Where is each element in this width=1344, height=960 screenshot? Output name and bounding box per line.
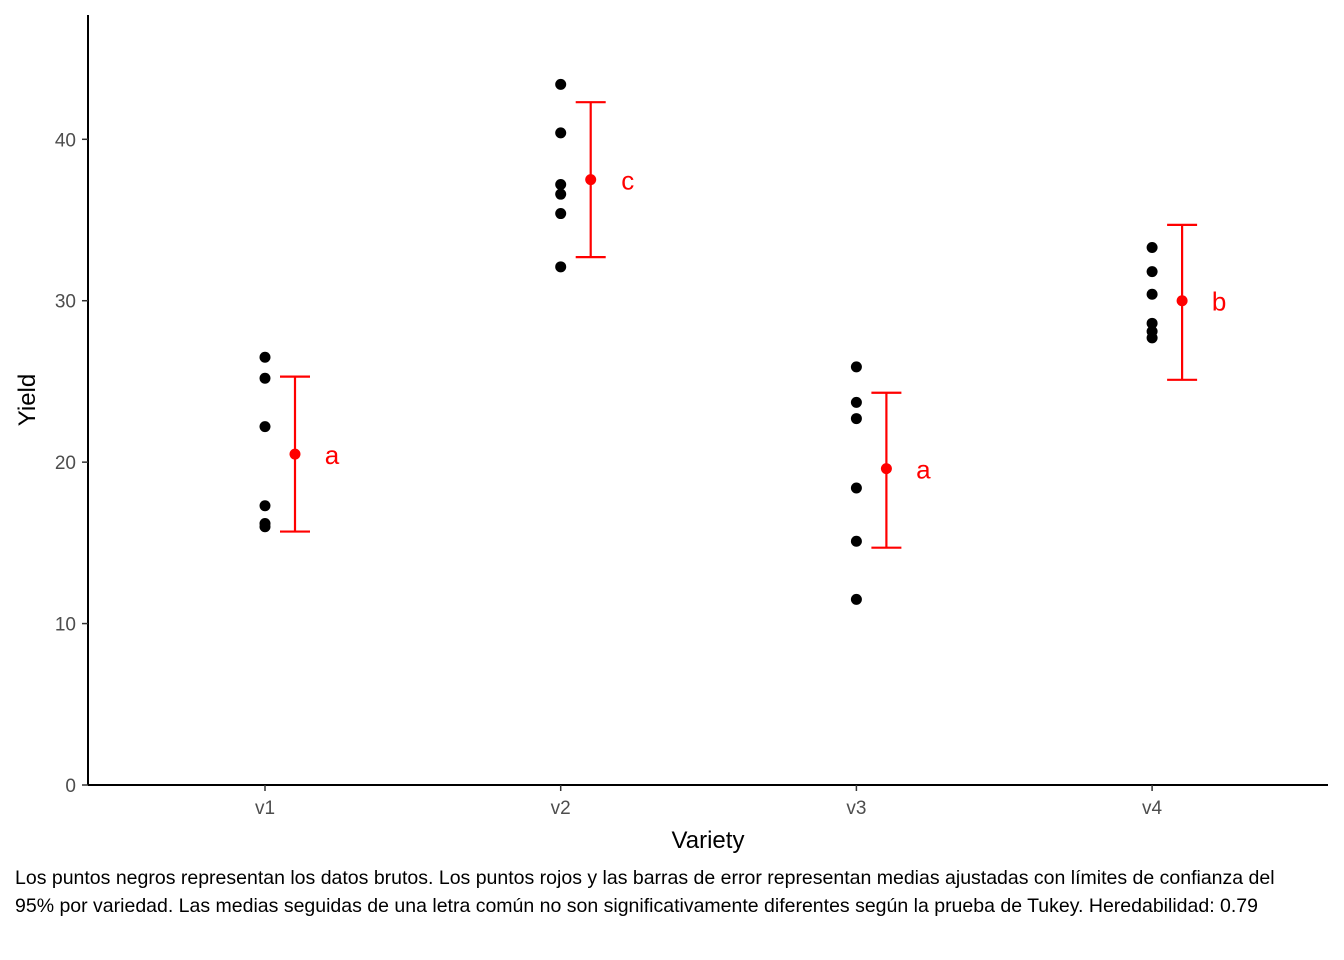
y-tick-label: 20 xyxy=(55,453,76,474)
x-tick-label: v3 xyxy=(846,798,866,819)
raw-data-point xyxy=(850,535,862,547)
raw-data-point xyxy=(555,127,567,139)
adjusted-mean-point xyxy=(289,448,301,460)
tukey-letter: a xyxy=(325,440,340,470)
raw-data-point xyxy=(555,261,567,273)
adjusted-mean-point xyxy=(1176,295,1188,307)
adjusted-mean-point xyxy=(585,174,597,186)
raw-data-point xyxy=(555,178,567,190)
raw-data-point xyxy=(1146,317,1158,329)
raw-data-point xyxy=(850,396,862,408)
raw-data-point xyxy=(259,521,271,533)
raw-data-point xyxy=(850,413,862,425)
raw-data-point xyxy=(1146,266,1158,278)
raw-data-point xyxy=(259,372,271,384)
adjusted-mean-point xyxy=(880,463,892,475)
raw-data-point xyxy=(555,78,567,90)
x-tick-label: v1 xyxy=(255,798,275,819)
raw-data-point xyxy=(555,208,567,220)
raw-data-point xyxy=(1146,241,1158,253)
tukey-letter: b xyxy=(1212,287,1226,317)
y-tick-label: 10 xyxy=(55,615,76,636)
y-tick-label: 40 xyxy=(55,130,76,151)
x-tick-label: v2 xyxy=(551,798,571,819)
y-tick-label: 30 xyxy=(55,292,76,313)
x-tick-label: v4 xyxy=(1142,798,1163,819)
raw-data-point xyxy=(555,188,567,200)
raw-data-point xyxy=(850,593,862,605)
y-axis-label: Yield xyxy=(14,374,41,426)
raw-data-point xyxy=(259,421,271,433)
chart: 0 10 20 30 40 v1 v2 v3 v4 a c a b Variety Yield xyxy=(14,15,1328,854)
y-tick-label: 0 xyxy=(65,776,76,797)
raw-data-point xyxy=(850,482,862,494)
raw-data-point xyxy=(259,351,271,363)
raw-data-point xyxy=(259,500,271,512)
chart-caption: Los puntos negros representan los datos … xyxy=(15,867,1275,917)
tukey-letter: a xyxy=(916,455,931,485)
x-axis-label: Variety xyxy=(672,827,745,854)
tukey-letter: c xyxy=(621,166,634,196)
raw-data-point xyxy=(1146,332,1158,344)
raw-data-point xyxy=(850,361,862,373)
raw-data-point xyxy=(1146,288,1158,300)
